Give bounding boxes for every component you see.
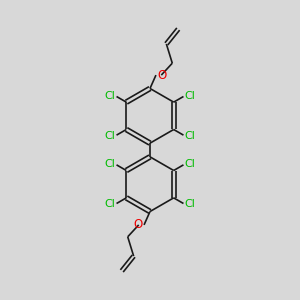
Text: Cl: Cl [105,131,116,141]
Text: Cl: Cl [105,91,116,101]
Text: Cl: Cl [184,199,195,209]
Text: Cl: Cl [105,199,116,209]
Text: Cl: Cl [184,131,195,141]
Text: O: O [158,69,167,82]
Text: Cl: Cl [184,91,195,101]
Text: Cl: Cl [184,159,195,169]
Text: Cl: Cl [105,159,116,169]
Text: O: O [133,218,142,231]
